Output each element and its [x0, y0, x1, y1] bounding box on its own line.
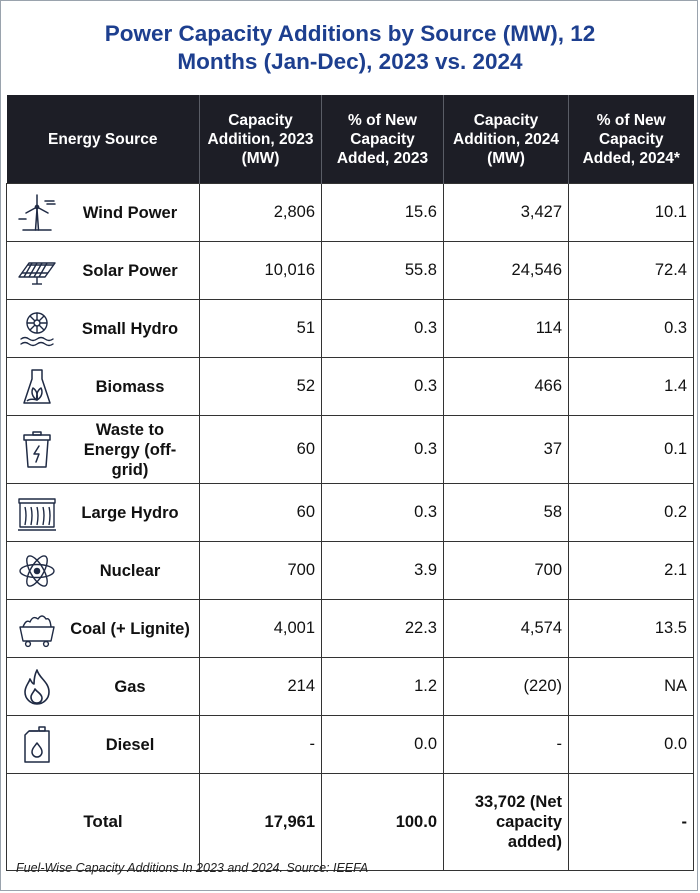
dam-icon — [7, 493, 67, 533]
percent-2024-cell: 2.1 — [568, 541, 694, 600]
percent-2024-cell: 0.1 — [568, 415, 694, 484]
source-label: Coal (+ Lignite) — [70, 619, 190, 638]
source-label: Waste to Energy (off-grid) — [83, 420, 177, 479]
table-row: Coal (+ Lignite) 4,001 22.3 4,574 13.5 — [6, 599, 694, 658]
source-label: Nuclear — [99, 561, 161, 580]
capacity-2023-cell: 51 — [199, 299, 322, 358]
total-row: Total 17,961 100.0 33,702 (Net capacity … — [6, 773, 694, 871]
small-hydro-icon — [7, 309, 67, 349]
capacity-2024-cell: 58 — [443, 483, 569, 542]
source-label: Large Hydro — [81, 503, 179, 522]
fuel-canister-icon — [7, 725, 67, 765]
table-row: Wind Power 2,806 15.6 3,427 10.1 — [6, 183, 694, 242]
flame-icon — [7, 667, 67, 707]
table-row: Biomass 52 0.3 466 1.4 — [6, 357, 694, 416]
capacity-2023-cell: 4,001 — [199, 599, 322, 658]
table-row: Small Hydro 51 0.3 114 0.3 — [6, 299, 694, 358]
source-cell: Waste to Energy (off-grid) — [6, 415, 200, 484]
table-row: Diesel - 0.0 - 0.0 — [6, 715, 694, 774]
header-percent-2024: % of New Capacity Added, 2024* — [568, 95, 694, 184]
page-title: Power Capacity Additions by Source (MW),… — [0, 20, 700, 76]
percent-2024-cell: 10.1 — [568, 183, 694, 242]
capacity-2023-cell: 700 — [199, 541, 322, 600]
percent-2023-cell: 0.3 — [321, 483, 444, 542]
capacity-2024-cell: 466 — [443, 357, 569, 416]
title-line-2: Months (Jan-Dec), 2023 vs. 2024 — [177, 49, 523, 74]
percent-2023-cell: 3.9 — [321, 541, 444, 600]
source-cell: Solar Power — [6, 241, 200, 300]
percent-2023-cell: 0.3 — [321, 415, 444, 484]
source-label: Gas — [114, 677, 146, 696]
source-label: Wind Power — [82, 203, 178, 222]
table-row: Nuclear 700 3.9 700 2.1 — [6, 541, 694, 600]
source-label: Diesel — [105, 735, 155, 754]
table-row: Large Hydro 60 0.3 58 0.2 — [6, 483, 694, 542]
header-percent-2023: % of New Capacity Added, 2023 — [321, 95, 444, 184]
source-cell: Biomass — [6, 357, 200, 416]
table-header-row: Energy Source Capacity Addition, 2023 (M… — [6, 95, 694, 184]
percent-2024-cell: 1.4 — [568, 357, 694, 416]
total-capacity-2023: 17,961 — [199, 773, 322, 871]
capacity-2024-cell: 4,574 — [443, 599, 569, 658]
total-label: Total — [6, 773, 200, 871]
source-cell: Small Hydro — [6, 299, 200, 358]
capacity-2024-cell: 24,546 — [443, 241, 569, 300]
capacity-2024-cell: 37 — [443, 415, 569, 484]
source-cell: Wind Power — [6, 183, 200, 242]
total-percent-2023: 100.0 — [321, 773, 444, 871]
header-capacity-2023: Capacity Addition, 2023 (MW) — [199, 95, 322, 184]
wind-turbine-icon — [7, 193, 67, 233]
source-cell: Nuclear — [6, 541, 200, 600]
total-capacity-2024: 33,702 (Net capacity added) — [443, 773, 569, 871]
capacity-2023-cell: 60 — [199, 483, 322, 542]
percent-2024-cell: 13.5 — [568, 599, 694, 658]
biomass-icon — [7, 367, 67, 407]
percent-2023-cell: 22.3 — [321, 599, 444, 658]
header-capacity-2024: Capacity Addition, 2024 (MW) — [443, 95, 569, 184]
capacity-2023-cell: 60 — [199, 415, 322, 484]
source-cell: Diesel — [6, 715, 200, 774]
percent-2024-cell: 0.2 — [568, 483, 694, 542]
table-row: Gas 214 1.2 (220) NA — [6, 657, 694, 716]
percent-2024-cell: NA — [568, 657, 694, 716]
capacity-2023-cell: 2,806 — [199, 183, 322, 242]
capacity-2023-cell: - — [199, 715, 322, 774]
percent-2023-cell: 0.0 — [321, 715, 444, 774]
percent-2024-cell: 72.4 — [568, 241, 694, 300]
source-cell: Gas — [6, 657, 200, 716]
source-label: Small Hydro — [81, 319, 179, 338]
percent-2023-cell: 1.2 — [321, 657, 444, 716]
table-row: Waste to Energy (off-grid) 60 0.3 37 0.1 — [6, 415, 694, 484]
table-row: Solar Power 10,016 55.8 24,546 72.4 — [6, 241, 694, 300]
header-energy-source: Energy Source — [6, 95, 200, 184]
capacity-2024-cell: 700 — [443, 541, 569, 600]
capacity-2023-cell: 214 — [199, 657, 322, 716]
percent-2023-cell: 0.3 — [321, 357, 444, 416]
capacity-2023-cell: 52 — [199, 357, 322, 416]
capacity-2024-cell: (220) — [443, 657, 569, 716]
capacity-2023-cell: 10,016 — [199, 241, 322, 300]
solar-panel-icon — [7, 251, 67, 291]
capacity-table: Energy Source Capacity Addition, 2023 (M… — [6, 95, 694, 871]
source-label: Solar Power — [82, 261, 178, 280]
figure-caption: Fuel-Wise Capacity Additions In 2023 and… — [16, 861, 369, 875]
coal-cart-icon — [7, 609, 67, 649]
source-cell: Coal (+ Lignite) — [6, 599, 200, 658]
atom-icon — [7, 551, 67, 591]
title-line-1: Power Capacity Additions by Source (MW),… — [104, 21, 596, 46]
percent-2024-cell: 0.3 — [568, 299, 694, 358]
percent-2024-cell: 0.0 — [568, 715, 694, 774]
waste-bin-icon — [7, 430, 67, 470]
source-label: Biomass — [95, 377, 165, 396]
percent-2023-cell: 0.3 — [321, 299, 444, 358]
percent-2023-cell: 15.6 — [321, 183, 444, 242]
percent-2023-cell: 55.8 — [321, 241, 444, 300]
capacity-2024-cell: 114 — [443, 299, 569, 358]
capacity-2024-cell: - — [443, 715, 569, 774]
total-percent-2024: - — [568, 773, 694, 871]
source-cell: Large Hydro — [6, 483, 200, 542]
capacity-2024-cell: 3,427 — [443, 183, 569, 242]
